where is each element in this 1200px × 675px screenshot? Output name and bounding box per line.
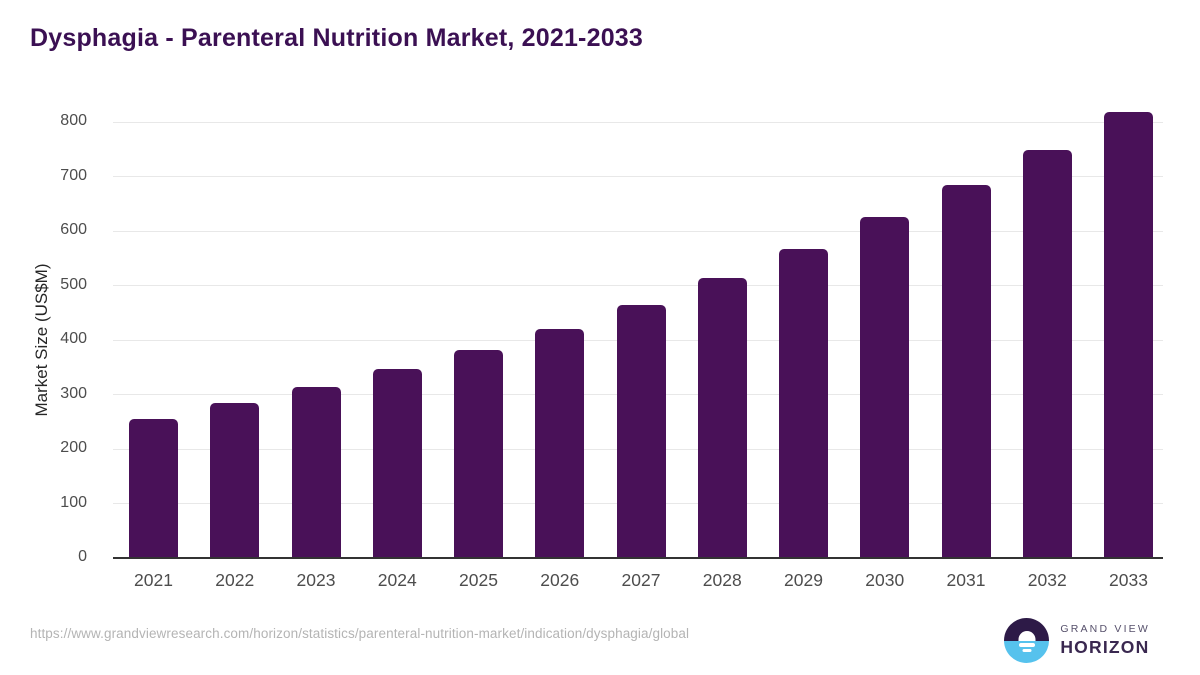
bar-2027 — [616, 305, 666, 558]
gridline-500 — [113, 285, 1163, 286]
gridline-600 — [113, 230, 1163, 232]
y-tick-200: 200 — [60, 439, 87, 456]
bar-2031 — [941, 185, 991, 558]
icon-reflection-line-2 — [1022, 648, 1032, 652]
logo-text: GRAND VIEW HORIZON — [1060, 623, 1150, 658]
bar-2030 — [860, 216, 910, 558]
source-url: https://www.grandviewresearch.com/horizo… — [30, 626, 690, 641]
x-tick-2025: 2025 — [459, 570, 498, 590]
bar-2025 — [454, 349, 503, 558]
x-tick-2031: 2031 — [946, 570, 986, 590]
logo-brand-name: GRAND VIEW — [1060, 623, 1150, 635]
gridline-800 — [113, 121, 1163, 123]
bar-2029 — [779, 249, 828, 558]
x-tick-2026: 2026 — [540, 570, 580, 590]
bar-2022 — [210, 402, 260, 558]
bar-2028 — [697, 278, 747, 558]
bar-2023 — [291, 386, 341, 558]
bar-2032 — [1022, 149, 1072, 558]
chart-title: Dysphagia - Parenteral Nutrition Market,… — [30, 24, 644, 52]
bar-2026 — [535, 329, 585, 558]
gridline-700 — [113, 176, 1163, 177]
icon-sun-dome — [1018, 631, 1036, 641]
y-tick-0: 0 — [78, 548, 87, 565]
y-axis-tick-labels: 0 100 200 300 400 500 600 700 800 — [0, 112, 100, 565]
y-tick-300: 300 — [60, 384, 87, 402]
x-tick-2028: 2028 — [702, 570, 742, 590]
x-tick-2021: 2021 — [134, 570, 173, 590]
y-tick-700: 700 — [60, 166, 87, 184]
bar-2033 — [1104, 112, 1153, 558]
bar-2024 — [372, 368, 422, 558]
grand-view-horizon-logo: GRAND VIEW HORIZON — [1004, 618, 1150, 663]
icon-sky — [1004, 618, 1050, 641]
bar-series — [113, 112, 1163, 558]
x-tick-2022: 2022 — [215, 570, 255, 590]
x-tick-2033: 2033 — [1109, 570, 1148, 590]
x-axis-line — [113, 557, 1163, 559]
logo-product-name: HORIZON — [1060, 637, 1150, 657]
x-axis-tick-labels: 2021 2022 2023 2024 2025 2026 2027 2028 2029 2030… — [113, 570, 1163, 591]
bar-chart-plot-area — [113, 112, 1163, 559]
x-tick-2032: 2032 — [1027, 570, 1067, 590]
horizon-sunrise-icon — [1004, 618, 1050, 663]
x-tick-2023: 2023 — [296, 570, 336, 590]
icon-reflection-line-1 — [1018, 643, 1035, 647]
y-tick-500: 500 — [60, 275, 87, 293]
y-tick-400: 400 — [60, 330, 87, 347]
y-tick-800: 800 — [60, 112, 87, 129]
bar-2021 — [129, 419, 178, 558]
x-tick-2027: 2027 — [621, 570, 661, 590]
x-tick-2030: 2030 — [865, 570, 905, 590]
y-tick-600: 600 — [60, 221, 87, 238]
x-tick-2024: 2024 — [377, 570, 417, 590]
y-tick-100: 100 — [60, 493, 87, 511]
x-tick-2029: 2029 — [784, 570, 823, 590]
